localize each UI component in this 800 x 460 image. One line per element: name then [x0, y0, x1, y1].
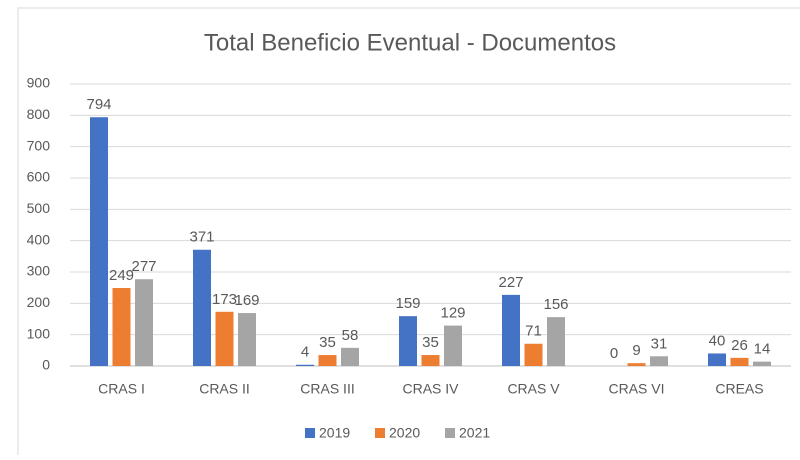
data-label: 71: [525, 323, 542, 340]
x-tick-label: CRAS II: [199, 381, 250, 397]
legend-swatch: [305, 428, 315, 438]
y-tick-label: 100: [27, 325, 51, 341]
bar: [730, 357, 749, 366]
bar: [341, 347, 359, 366]
x-tick-label: CREAS: [715, 381, 763, 397]
bar: [708, 353, 726, 366]
legend-label: 2020: [389, 425, 420, 441]
data-label: 58: [342, 327, 359, 344]
y-tick-label: 0: [42, 357, 50, 373]
data-label: 26: [731, 337, 748, 354]
chart-title: Total Beneficio Eventual - Documentos: [204, 29, 616, 56]
data-label: 159: [395, 295, 420, 312]
bar: [524, 343, 543, 366]
x-tick-label: CRAS IV: [402, 381, 459, 397]
data-label: 156: [543, 296, 568, 313]
data-label: 249: [109, 267, 134, 284]
data-label: 371: [189, 229, 214, 246]
legend-label: 2021: [459, 425, 490, 441]
bar: [627, 363, 646, 366]
bar: [215, 311, 234, 366]
bar: [502, 294, 520, 366]
data-label: 9: [632, 342, 640, 359]
data-label: 794: [86, 96, 111, 113]
data-label: 227: [498, 274, 523, 291]
data-label: 35: [319, 334, 336, 351]
bar: [444, 325, 462, 366]
x-tick-label: CRAS V: [507, 381, 560, 397]
data-label: 129: [440, 305, 465, 322]
legend-swatch: [375, 428, 385, 438]
y-tick-label: 600: [27, 169, 51, 185]
bar: [399, 316, 417, 366]
y-tick-label: 700: [27, 137, 51, 153]
y-tick-label: 300: [27, 263, 51, 279]
x-tick-label: CRAS VI: [608, 381, 664, 397]
bar: [112, 287, 131, 366]
data-label: 35: [422, 334, 439, 351]
data-label: 40: [709, 332, 726, 349]
x-tick-label: CRAS I: [98, 381, 145, 397]
bar: [90, 117, 108, 366]
data-label: 277: [131, 258, 156, 275]
bar: [547, 317, 565, 366]
y-tick-label: 900: [27, 75, 51, 91]
bar: [421, 355, 440, 366]
data-label: 0: [610, 345, 618, 362]
legend-swatch: [445, 428, 455, 438]
data-label: 4: [301, 344, 309, 361]
bar: [650, 356, 668, 366]
y-tick-label: 200: [27, 294, 51, 310]
y-tick-label: 400: [27, 231, 51, 247]
bar: [193, 249, 211, 366]
legend-label: 2019: [319, 425, 350, 441]
data-label: 173: [212, 291, 237, 308]
y-tick-label: 500: [27, 200, 51, 216]
data-label: 31: [651, 335, 668, 352]
bar: [318, 355, 337, 366]
x-tick-label: CRAS III: [300, 381, 354, 397]
bar: [238, 313, 256, 366]
data-label: 169: [234, 292, 259, 309]
bar: [296, 364, 314, 366]
y-tick-label: 800: [27, 106, 51, 122]
bar: [135, 279, 153, 366]
bar: [753, 361, 771, 366]
data-label: 14: [754, 341, 771, 358]
chart-frame: [17, 7, 800, 460]
